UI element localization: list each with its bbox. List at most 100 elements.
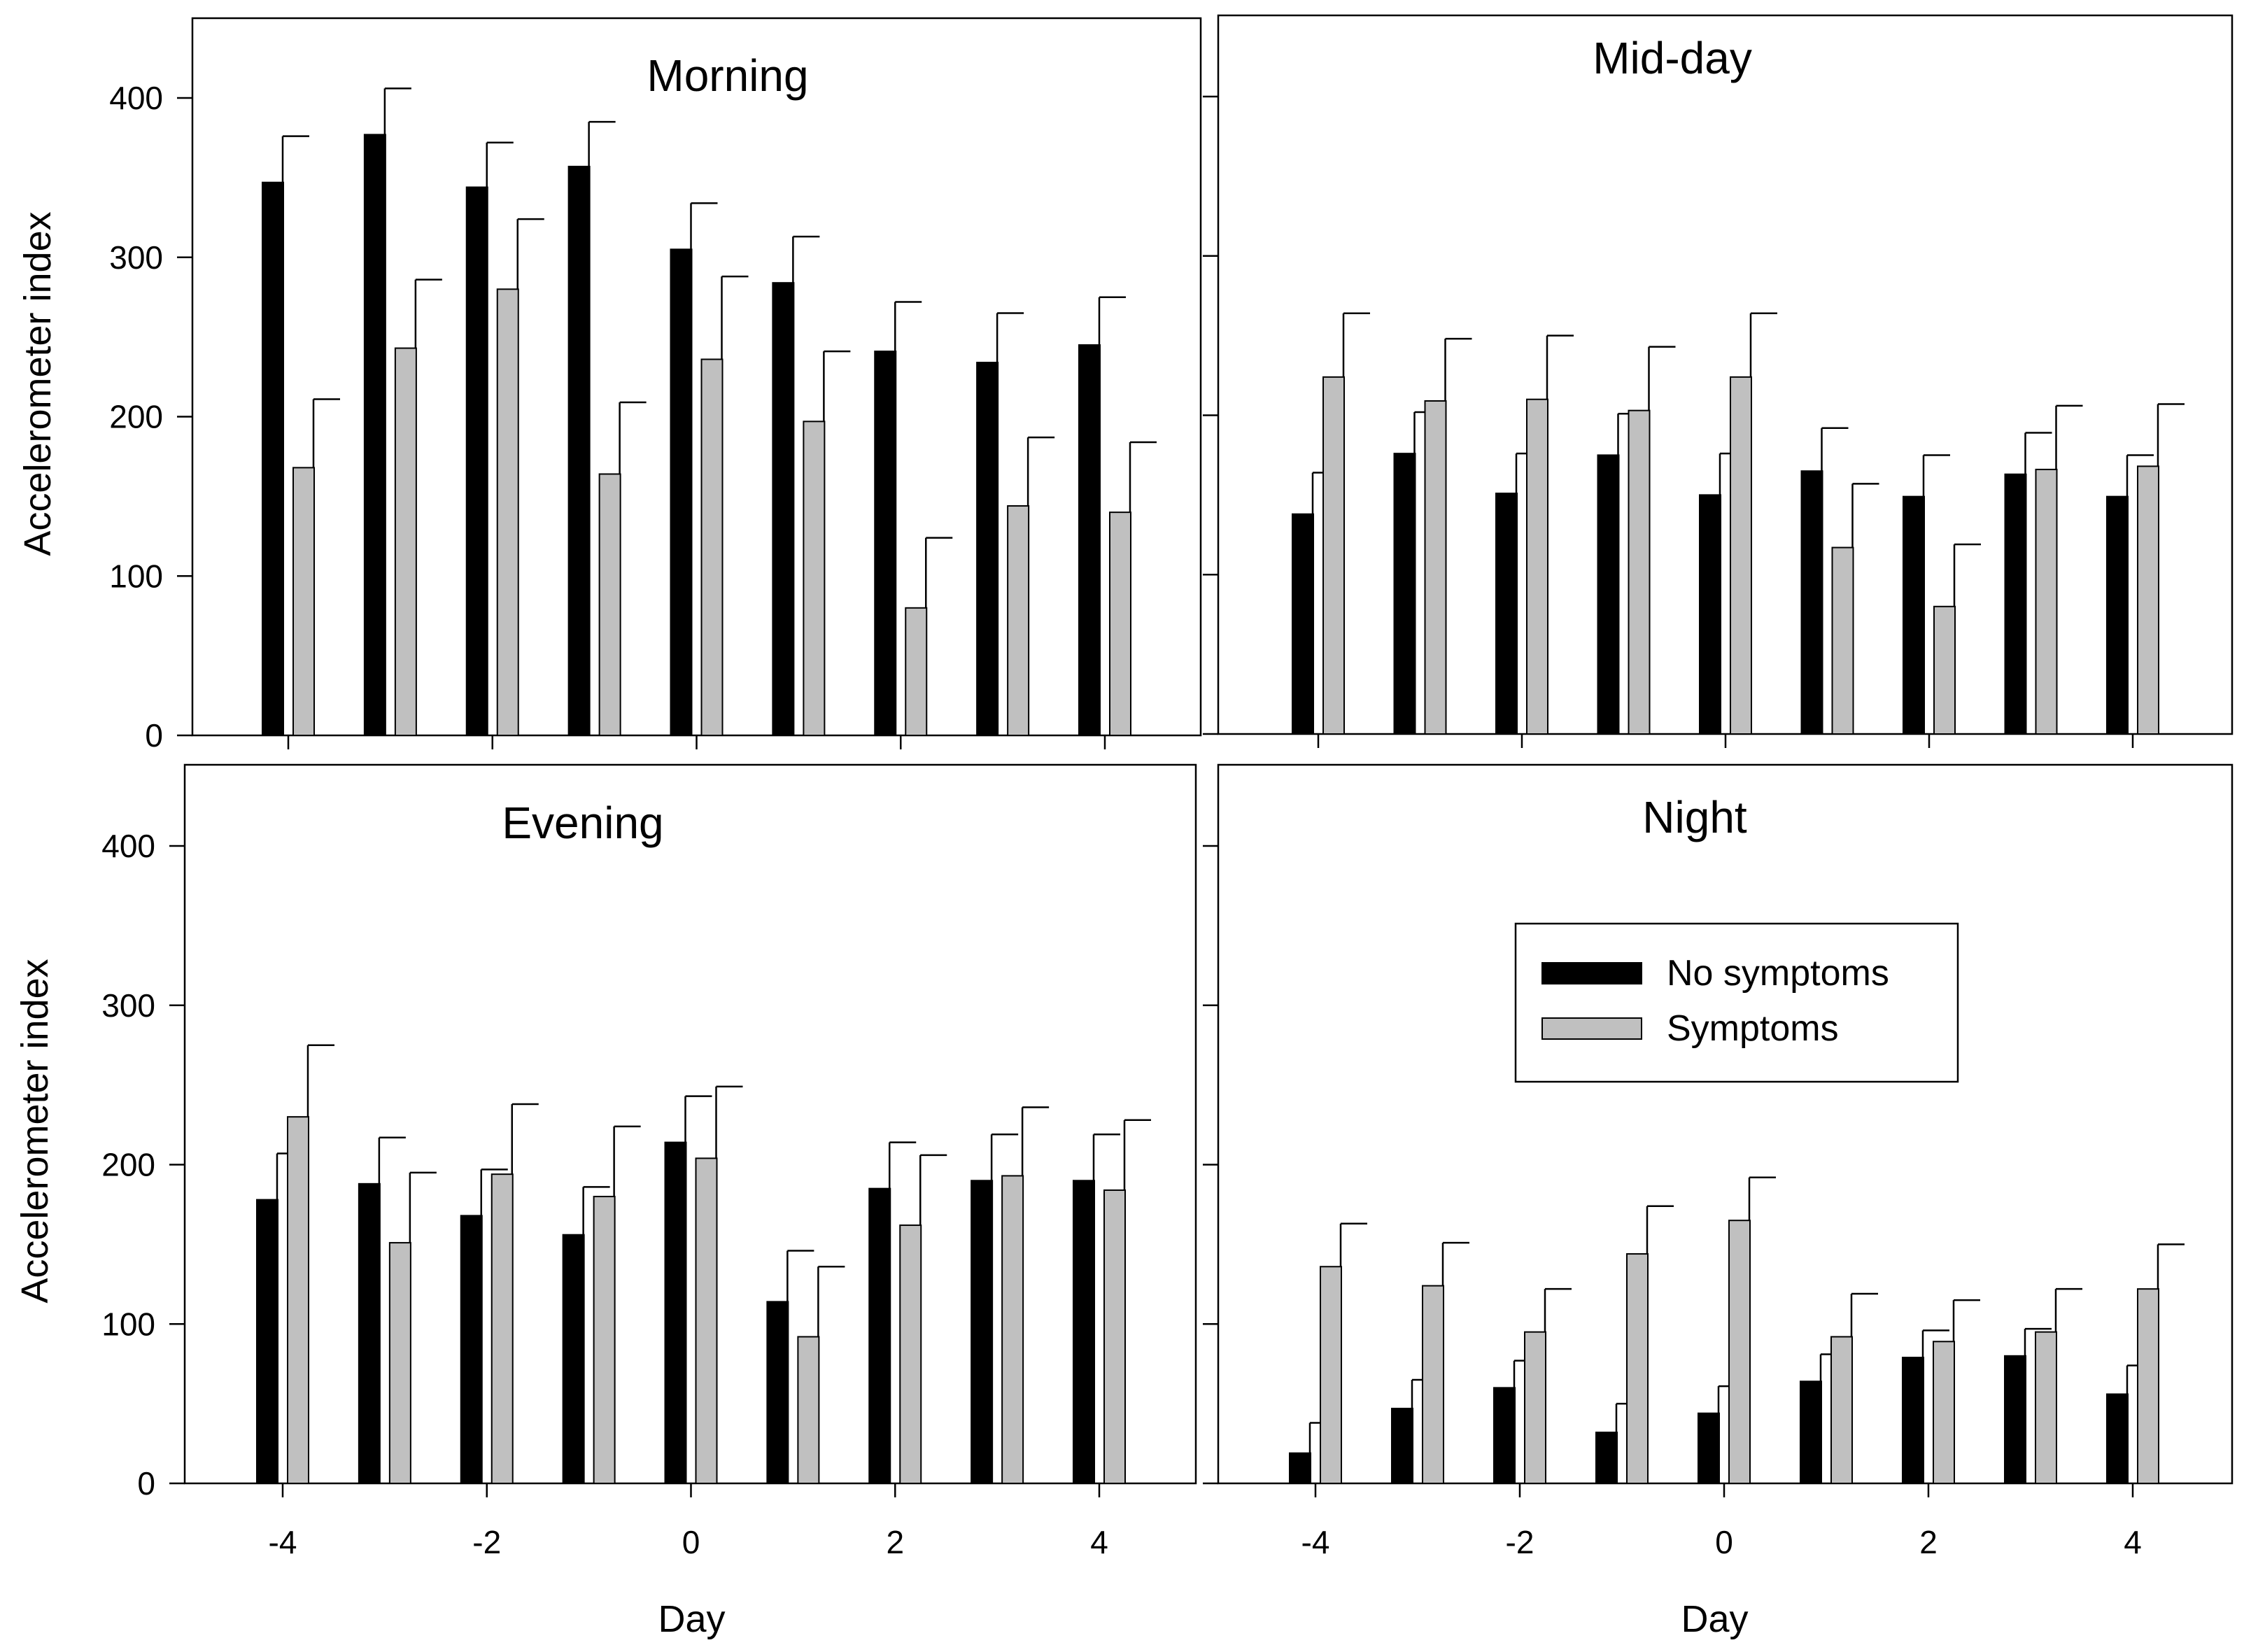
- bar-symptoms: [1109, 511, 1131, 737]
- panel-title: Morning: [647, 50, 808, 101]
- bar-no-symptoms: [1393, 453, 1416, 735]
- bar-symptoms: [1831, 546, 1854, 735]
- bar-no-symptoms: [1595, 1432, 1618, 1484]
- bar-symptoms: [598, 473, 621, 736]
- bar-symptoms: [1626, 1253, 1649, 1485]
- bar-symptoms: [1830, 1336, 1853, 1484]
- bar-no-symptoms: [868, 1187, 891, 1484]
- bar-no-symptoms: [358, 1182, 381, 1484]
- y-axis-title: Accelerometer index: [17, 211, 59, 556]
- panel-title: Evening: [502, 798, 663, 848]
- y-tick-label: 300: [101, 987, 155, 1024]
- bar-symptoms: [700, 358, 724, 736]
- bar-symptoms: [1730, 376, 1752, 735]
- panel-title: Mid-day: [1593, 33, 1752, 83]
- panel-frame: [1217, 14, 2234, 735]
- x-tick-label: 0: [1715, 1524, 1733, 1560]
- bar-no-symptoms: [1800, 1381, 1822, 1484]
- bar-no-symptoms: [465, 186, 488, 737]
- bar-no-symptoms: [562, 1234, 585, 1484]
- bar-symptoms: [1933, 605, 1956, 735]
- panel-title: Night: [1642, 792, 1747, 842]
- bar-symptoms: [1103, 1189, 1126, 1484]
- x-tick-label: 0: [682, 1524, 700, 1560]
- bar-symptoms: [394, 347, 417, 736]
- legend-label: No symptoms: [1667, 953, 1889, 994]
- bar-symptoms: [1007, 505, 1030, 736]
- x-tick-label: 4: [1090, 1524, 1108, 1560]
- bar-no-symptoms: [1699, 494, 1721, 735]
- legend-label: Symptoms: [1667, 1008, 1839, 1049]
- y-tick-label: 300: [109, 239, 163, 276]
- bar-no-symptoms: [1078, 344, 1101, 736]
- bar-symptoms: [1524, 1331, 1546, 1484]
- bar-symptoms: [1422, 1285, 1444, 1484]
- bar-symptoms: [1424, 400, 1447, 735]
- panel-frame: [191, 17, 1202, 737]
- bar-no-symptoms: [1073, 1180, 1095, 1485]
- bar-symptoms: [2137, 1288, 2159, 1485]
- bar-symptoms: [1320, 1266, 1342, 1484]
- bar-no-symptoms: [1698, 1412, 1720, 1485]
- legend-box: [1514, 922, 1959, 1083]
- panel-night: Night -4 -2 0 2 4 Day: [1203, 763, 2234, 1640]
- bar-symptoms: [388, 1242, 411, 1485]
- x-tick-label: -4: [1301, 1524, 1330, 1560]
- legend: No symptoms Symptoms: [1514, 922, 1959, 1083]
- bar-no-symptoms: [1292, 513, 1314, 735]
- legend-swatch: [1541, 1017, 1642, 1040]
- x-tick-label: 4: [2124, 1524, 2142, 1560]
- bar-no-symptoms: [874, 351, 897, 736]
- bar-no-symptoms: [1289, 1452, 1311, 1485]
- x-axis-title: Day: [658, 1598, 725, 1640]
- bar-symptoms: [1728, 1220, 1751, 1485]
- bar-no-symptoms: [664, 1141, 687, 1484]
- bar-symptoms: [491, 1173, 514, 1485]
- y-tick-label: 400: [109, 80, 163, 116]
- x-axis-title: Day: [1681, 1598, 1748, 1640]
- bar-symptoms: [593, 1196, 616, 1485]
- bar-no-symptoms: [1597, 454, 1620, 735]
- bar-symptoms: [1001, 1175, 1024, 1484]
- bar-no-symptoms: [976, 362, 999, 736]
- bar-symptoms: [292, 467, 315, 736]
- bar-no-symptoms: [2004, 1355, 2026, 1485]
- bar-symptoms: [1526, 398, 1548, 735]
- y-tick-label: 100: [101, 1306, 155, 1342]
- bar-symptoms: [905, 607, 928, 736]
- x-tick-label: 2: [886, 1524, 904, 1560]
- bar-symptoms: [1322, 376, 1345, 735]
- bar-no-symptoms: [766, 1301, 789, 1484]
- legend-swatch: [1541, 962, 1642, 984]
- bar-symptoms: [1628, 409, 1651, 735]
- panel-morning: Morning 0 100 200 300 400 Accelerometer index: [17, 17, 1202, 754]
- bar-no-symptoms: [1903, 495, 1925, 735]
- y-tick-label: 0: [145, 717, 163, 754]
- bar-no-symptoms: [1493, 1387, 1516, 1484]
- y-tick-label: 0: [137, 1465, 155, 1502]
- y-tick-label: 100: [109, 558, 163, 594]
- bar-no-symptoms: [2004, 473, 2027, 735]
- bar-symptoms: [287, 1116, 309, 1485]
- panel-mid-day: Mid-day: [1203, 14, 2234, 748]
- bar-no-symptoms: [971, 1180, 994, 1485]
- bar-no-symptoms: [2106, 1393, 2129, 1484]
- bar-no-symptoms: [772, 282, 795, 736]
- bar-no-symptoms: [1391, 1407, 1413, 1485]
- panel-frame: [183, 763, 1197, 1485]
- bar-symptoms: [803, 421, 826, 737]
- bar-no-symptoms: [262, 181, 284, 736]
- y-tick-label: 400: [101, 828, 155, 864]
- bar-no-symptoms: [2106, 495, 2129, 735]
- bar-no-symptoms: [1800, 470, 1823, 735]
- x-tick-label: 2: [1919, 1524, 1938, 1560]
- x-tick-label: -4: [269, 1524, 297, 1560]
- x-tick-label: -2: [472, 1524, 501, 1560]
- bar-no-symptoms: [670, 248, 693, 736]
- bar-no-symptoms: [1495, 493, 1518, 735]
- bar-no-symptoms: [363, 134, 386, 736]
- y-tick-label: 200: [109, 399, 163, 435]
- bar-symptoms: [2035, 468, 2058, 735]
- bar-no-symptoms: [460, 1215, 483, 1484]
